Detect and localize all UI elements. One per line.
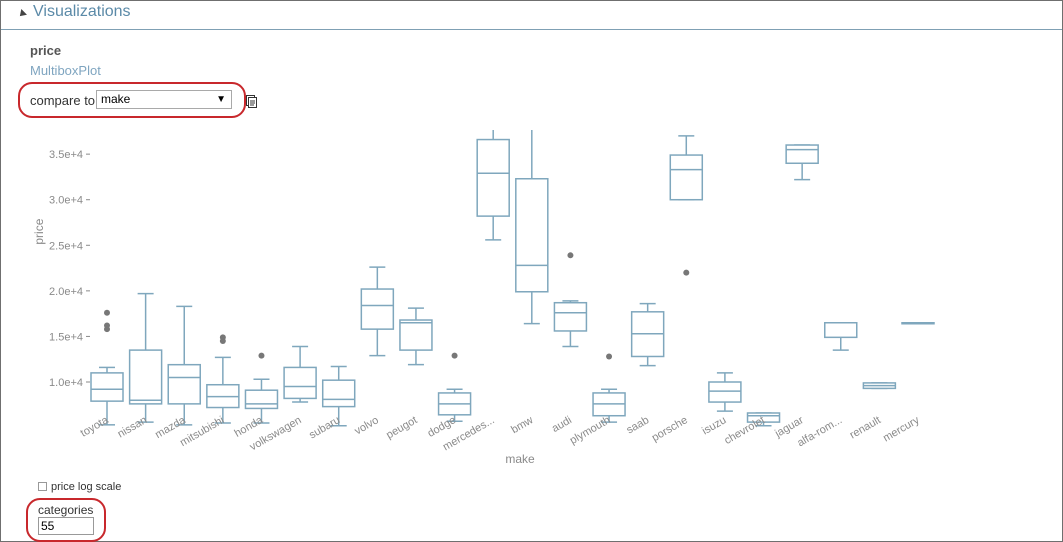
chevron-down-icon[interactable]: ▼ (216, 94, 226, 105)
x-tick-label: saab (625, 414, 652, 436)
x-tick-label: nissan (116, 414, 150, 440)
box-volvo (360, 288, 395, 330)
y-tick-label: 1.0e+4 (49, 377, 83, 389)
highlight-oval-compare (18, 82, 246, 118)
visualization-type: MultiboxPlot (30, 63, 101, 78)
export-document-icon[interactable] (246, 95, 257, 108)
x-tick-label: peugot (384, 414, 419, 441)
column-name: price (30, 43, 62, 58)
x-tick-label: mercury (881, 414, 922, 445)
x-tick-label: toyota (79, 414, 112, 440)
outlier-point (258, 352, 265, 359)
box-isuzu (708, 381, 742, 403)
box-porsche (669, 154, 704, 201)
outlier-point (104, 322, 110, 329)
log-scale-option[interactable]: price log scale (38, 481, 121, 493)
compare-to-select[interactable]: make ▼ (96, 90, 232, 109)
box-honda (244, 389, 279, 410)
box-bmw (515, 178, 549, 293)
log-scale-checkbox[interactable] (38, 482, 47, 491)
y-tick-label: 3.5e+4 (49, 149, 83, 161)
outlier-point (104, 309, 110, 316)
categories-input[interactable] (38, 517, 94, 535)
x-axis-label: make (505, 452, 535, 466)
box-jaguar (785, 144, 819, 165)
box-mercedes (476, 138, 510, 217)
outlier-point (219, 334, 226, 341)
x-tick-label: porsche (650, 414, 690, 444)
outlier-point (683, 269, 690, 276)
section-title[interactable]: Visualizations (33, 3, 131, 20)
log-scale-label: price log scale (51, 481, 122, 493)
section-header[interactable]: Visualizations (1, 1, 1062, 30)
box-alfa-rom (824, 322, 858, 339)
highlight-oval-categories (26, 498, 106, 542)
box-nissan (128, 349, 163, 405)
y-tick-label: 3.0e+4 (49, 195, 83, 207)
outlier-point (567, 252, 574, 259)
multibox-plot: 1.0e+41.5e+42.0e+42.5e+43.0e+43.5e+44.0e… (32, 130, 935, 466)
outlier-point (451, 352, 458, 359)
x-tick-label: isuzu (700, 414, 728, 437)
box-subaru (321, 379, 356, 408)
x-tick-label: subaru (307, 414, 342, 441)
box-chevrolet (746, 412, 781, 423)
x-tick-label: audi (550, 414, 574, 435)
y-axis-label: price (32, 218, 46, 244)
collapse-triangle-icon[interactable] (17, 9, 27, 19)
categories-label: categories (38, 503, 94, 517)
compare-to-label: compare to (30, 93, 96, 108)
box-mazda (167, 363, 201, 405)
x-tick-label: bmw (509, 414, 535, 436)
x-tick-label: plymouth (568, 414, 613, 447)
x-tick-label: mitsubishi (178, 414, 226, 449)
box-audi (553, 301, 588, 332)
y-tick-label: 2.5e+4 (49, 240, 83, 252)
box-peugot (399, 319, 433, 351)
x-tick-label: chevrolet (722, 414, 767, 447)
outlier-point (606, 353, 613, 360)
x-tick-label: alfa-rom... (795, 414, 844, 449)
compare-to-selected-value: make (101, 92, 131, 106)
y-tick-label: 2.0e+4 (49, 286, 83, 298)
box-toyota (90, 372, 124, 402)
y-tick-label: 1.5e+4 (49, 331, 83, 343)
box-volkswagen (283, 366, 317, 400)
x-tick-label: renault (848, 414, 883, 441)
x-tick-label: volvo (353, 414, 381, 437)
